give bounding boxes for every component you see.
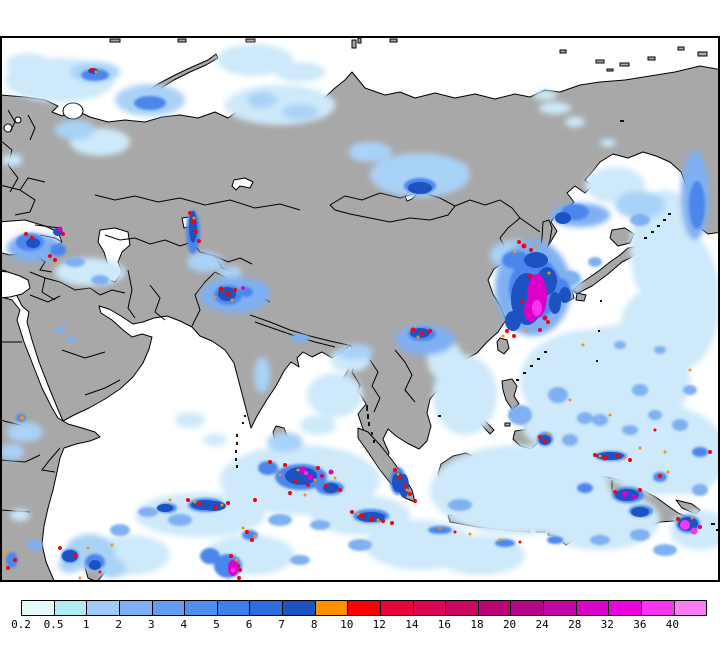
island-visayas	[504, 422, 511, 427]
legend-tick-label: 24	[535, 618, 549, 631]
legend-tick-label: 6	[245, 618, 253, 631]
legend-segment	[609, 601, 642, 615]
island-taiwan	[496, 337, 510, 355]
legend-tick-label: 12	[372, 618, 386, 631]
legend-tick-label: 5	[213, 618, 220, 631]
color-scale-legend	[21, 600, 707, 616]
lake-balkhash	[231, 177, 254, 191]
island-luzon	[501, 378, 520, 410]
legend-tick-label: 1	[82, 618, 90, 631]
island-shikoku	[575, 292, 587, 302]
legend-segment	[152, 601, 186, 615]
legend-tick-label: 18	[470, 618, 484, 631]
legend-segment	[674, 601, 707, 615]
legend-segment	[250, 601, 283, 615]
legend-segment	[283, 601, 316, 615]
arctic-islands	[109, 37, 708, 72]
legend-segment	[22, 601, 55, 615]
legend-segment	[54, 601, 88, 615]
legend-tick-label: 16	[437, 618, 452, 631]
legend-tick-label: 4	[180, 618, 188, 631]
legend-segment	[576, 601, 610, 615]
legend-segment	[380, 601, 414, 615]
lake-onega	[14, 116, 22, 124]
map-frame	[0, 36, 720, 582]
legend-segment	[185, 601, 218, 615]
legend-tick-label: 32	[600, 618, 614, 631]
legend-segment	[87, 601, 120, 615]
sea-white	[62, 102, 84, 120]
legend-tick-label: 8	[310, 618, 318, 631]
legend-tick-label: 0.2	[11, 618, 31, 631]
legend-segment	[544, 601, 577, 615]
legend-segment	[478, 601, 512, 615]
island-marks	[235, 120, 719, 531]
legend-segment	[119, 601, 153, 615]
map-panel	[0, 36, 720, 582]
legend-tick-label: 20	[502, 618, 517, 631]
legend-segment	[348, 601, 381, 615]
color-scale-tick-labels: 0.2 0.5 1 2 3 4 5 6 7 8 10 12 14 16 18 20 24 28 32 36 40	[11, 618, 707, 633]
legend-segment	[641, 601, 675, 615]
legend-tick-label: 7	[278, 618, 285, 631]
legend-tick-label: 14	[405, 618, 419, 631]
legend-tick-label: 0.5	[43, 618, 64, 631]
legend-segment	[217, 601, 251, 615]
legend-tick-label: 2	[115, 618, 123, 631]
legend-tick-label: 10	[340, 618, 354, 631]
legend-segment	[315, 601, 349, 615]
legend-tick-label: 28	[568, 618, 582, 631]
legend-segment	[511, 601, 544, 615]
island-hokkaido	[609, 227, 635, 247]
legend-tick-label: 36	[633, 618, 647, 631]
legend-segment	[446, 601, 479, 615]
legend-segment	[413, 601, 447, 615]
map-svg	[0, 36, 720, 582]
island-honshu	[572, 246, 639, 295]
country-borders	[0, 109, 613, 528]
legend-tick-label: 3	[147, 618, 155, 631]
legend-tick-label: 40	[665, 618, 680, 631]
precipitation-heavy	[3, 68, 712, 582]
